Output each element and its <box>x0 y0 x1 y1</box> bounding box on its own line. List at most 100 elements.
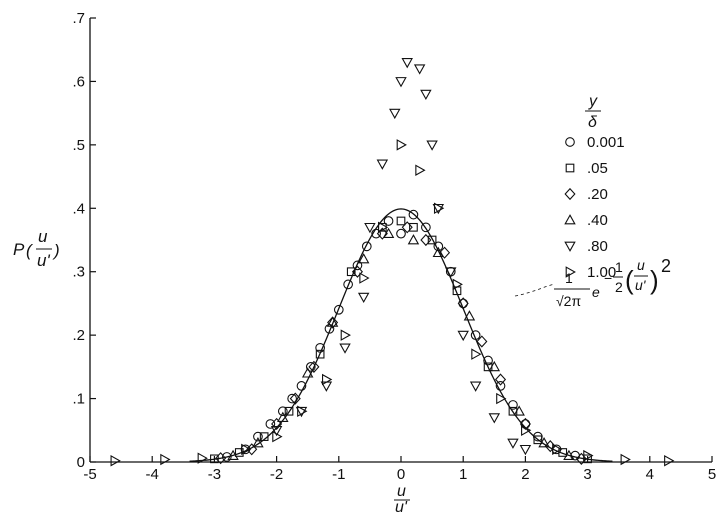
y-tick-label: .7 <box>72 10 85 27</box>
xlabel-num: u <box>397 483 406 500</box>
x-tick-label: -5 <box>83 466 96 483</box>
data-point <box>252 437 264 448</box>
data-point <box>221 452 232 462</box>
series-triangle-up <box>227 227 575 461</box>
annot-num: 1 <box>565 270 573 286</box>
data-point <box>438 246 451 259</box>
x-ticks: -5 -4 -3 -2 -1 0 1 2 3 4 5 <box>83 456 716 483</box>
data-point <box>427 235 437 245</box>
data-point <box>488 360 501 372</box>
data-point <box>253 431 263 442</box>
data-point <box>457 297 469 310</box>
data-point <box>458 298 469 309</box>
data-point <box>234 448 244 457</box>
data-point <box>476 335 488 348</box>
data-point <box>426 140 438 151</box>
data-point <box>420 89 432 101</box>
data-point <box>357 253 370 264</box>
data-point <box>296 381 307 391</box>
data-point <box>495 381 506 391</box>
data-point <box>496 392 507 405</box>
data-point <box>351 265 364 278</box>
data-point <box>259 432 269 441</box>
data-point <box>346 267 356 277</box>
data-point <box>160 453 171 466</box>
legend-label: 0.001 <box>587 134 625 151</box>
data-point <box>315 349 325 359</box>
data-point <box>432 203 445 215</box>
legend-title-den: δ <box>588 114 598 131</box>
legend-marker-triangle-up <box>564 214 576 225</box>
x-tick-label: 0 <box>397 466 405 483</box>
data-point <box>277 411 289 422</box>
legend-label: .40 <box>587 212 608 229</box>
series-square <box>210 216 592 464</box>
data-point <box>272 430 283 443</box>
legend-marker-circle <box>565 137 575 147</box>
data-point <box>210 454 219 464</box>
data-point <box>583 449 594 462</box>
annot-paren-open: ( <box>625 265 634 295</box>
legend-items: 0.001 .05 .20 .40 .80 1.00 <box>564 134 625 281</box>
legend-marker-square <box>565 163 575 173</box>
ylabel-paren-open: ( <box>26 241 34 260</box>
data-point <box>513 405 525 416</box>
legend-marker-triangle-right <box>565 266 576 278</box>
xlabel-den: u' <box>395 499 408 514</box>
data-point <box>197 452 208 464</box>
series-triangle-right <box>110 139 675 467</box>
data-point <box>463 310 476 321</box>
legend-label: .20 <box>587 186 608 203</box>
data-point <box>409 222 418 232</box>
x-tick-label: 2 <box>521 466 529 483</box>
data-point <box>396 216 406 226</box>
data-point <box>246 443 258 456</box>
gaussian-curve <box>189 208 613 462</box>
data-point <box>376 159 389 170</box>
data-point <box>552 443 563 456</box>
data-point <box>508 400 518 410</box>
data-point <box>271 417 283 431</box>
data-point <box>575 452 587 465</box>
data-point <box>420 233 432 247</box>
data-point <box>295 406 308 418</box>
data-point <box>322 373 333 386</box>
ylabel-paren-close: ) <box>52 241 60 260</box>
series-circle <box>221 209 581 462</box>
data-point <box>415 164 426 176</box>
data-point <box>326 316 339 327</box>
y-tick-label: .6 <box>72 73 85 90</box>
y-ticks: 0 .1 .2 .3 .4 .5 .6 .7 <box>72 10 96 471</box>
data-point <box>382 227 395 239</box>
data-point <box>395 77 407 88</box>
data-point <box>432 246 445 258</box>
data-point <box>361 241 372 252</box>
data-point <box>215 452 227 465</box>
data-point <box>301 367 314 378</box>
data-point <box>519 417 531 431</box>
x-tick-label: -3 <box>208 466 221 483</box>
data-point <box>469 381 482 392</box>
data-point <box>357 292 370 304</box>
annot-power: 2 <box>661 256 671 276</box>
data-point <box>287 393 298 404</box>
series-triangle-down <box>270 58 532 456</box>
data-point <box>352 260 363 271</box>
annot-half-den: 2 <box>615 279 623 295</box>
data-point <box>507 438 519 449</box>
ylabel-prefix: P <box>13 240 25 259</box>
data-point <box>413 64 426 75</box>
x-axis-label: u u' <box>394 483 410 514</box>
data-point <box>359 272 370 284</box>
data-point <box>396 139 407 151</box>
y-tick-label: 0 <box>77 454 85 471</box>
data-point <box>327 316 339 329</box>
data-point <box>407 234 420 245</box>
legend-label: .05 <box>587 160 608 177</box>
data-point <box>445 267 457 278</box>
data-point <box>494 373 507 386</box>
legend-marker-triangle-down <box>564 241 576 252</box>
data-point <box>241 443 252 456</box>
x-tick-label: 1 <box>459 466 467 483</box>
legend-label: .80 <box>587 238 608 255</box>
